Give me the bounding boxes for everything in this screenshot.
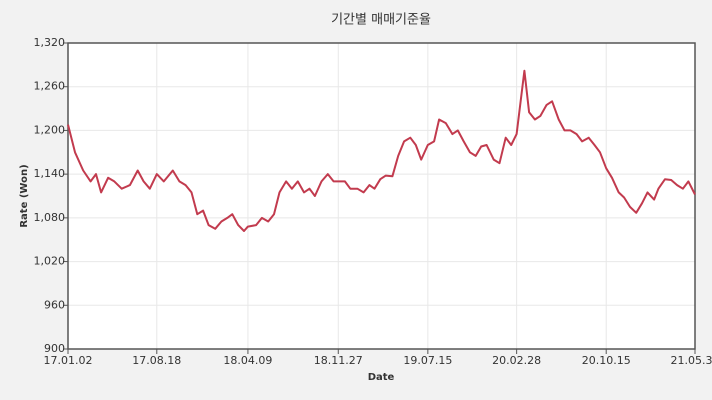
x-tick-label: 21.05.31	[671, 354, 712, 367]
x-tick-label: 17.01.02	[44, 354, 93, 367]
chart-title: 기간별 매매기준율	[331, 13, 431, 28]
y-tick-label: 1,320	[34, 36, 66, 49]
y-tick-label: 960	[44, 298, 65, 311]
x-tick-label: 20.02.28	[492, 354, 541, 367]
x-tick-label: 18.04.09	[223, 354, 272, 367]
y-tick-label: 900	[44, 342, 65, 355]
plot-border	[67, 42, 696, 350]
line-series	[67, 69, 696, 232]
plot-area	[68, 43, 695, 349]
y-axis-title: Rate (Won)	[19, 164, 30, 227]
x-tick-label: 20.10.15	[582, 354, 631, 367]
y-tick-label: 1,260	[34, 80, 66, 93]
x-tick-label: 17.08.18	[132, 354, 181, 367]
y-tick-label: 1,080	[34, 211, 66, 224]
y-tick-label: 1,200	[34, 123, 66, 136]
y-tick-label: 1,140	[34, 167, 66, 180]
x-tick-label: 19.07.15	[403, 354, 452, 367]
x-axis-title: Date	[368, 372, 395, 383]
x-tick-label: 18.11.27	[314, 354, 363, 367]
y-tick-label: 1,020	[34, 255, 66, 268]
